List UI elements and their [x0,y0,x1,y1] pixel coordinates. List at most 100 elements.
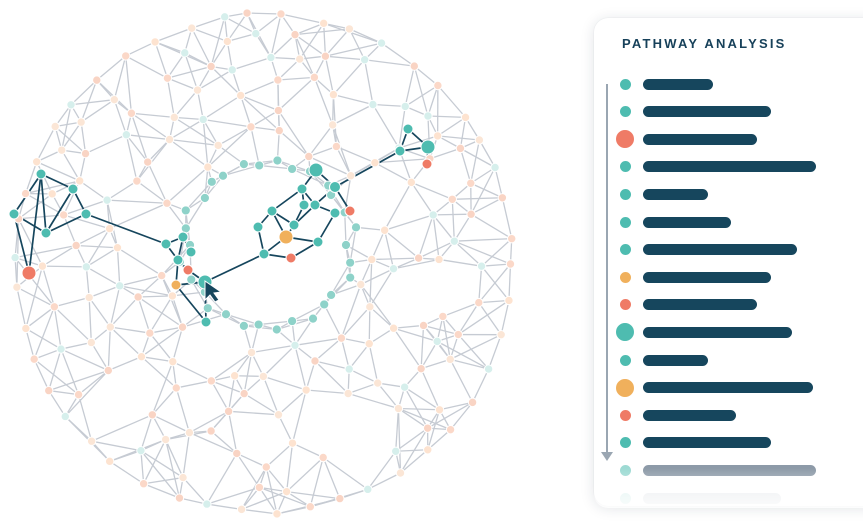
graph-node[interactable] [399,382,410,392]
pathway-node[interactable] [21,265,37,281]
graph-node[interactable] [199,192,210,204]
graph-node[interactable] [10,252,20,263]
pathway-node[interactable] [177,231,189,243]
step-bar[interactable] [643,133,757,145]
graph-node[interactable] [301,385,311,395]
pathway-node[interactable] [185,246,197,258]
graph-node[interactable] [156,270,167,281]
graph-node[interactable] [31,157,42,167]
graph-node[interactable] [309,72,320,83]
graph-node[interactable] [447,194,457,205]
step-bar[interactable] [643,354,708,366]
pathway-node[interactable] [182,264,194,276]
pathway-node[interactable] [420,139,436,155]
graph-node[interactable] [50,121,60,132]
graph-node[interactable] [238,159,249,170]
graph-node[interactable] [238,320,249,331]
graph-node[interactable] [373,378,383,388]
graph-node[interactable] [104,456,115,467]
step-bar[interactable] [643,188,708,200]
graph-node[interactable] [206,61,216,72]
graph-node[interactable] [184,427,195,438]
graph-node[interactable] [434,405,445,415]
graph-node[interactable] [310,356,320,366]
network-nodes[interactable] [8,8,517,519]
pathway-node[interactable] [402,123,414,135]
graph-node[interactable] [178,472,188,483]
graph-node[interactable] [160,434,171,445]
graph-node[interactable] [229,371,240,381]
graph-node[interactable] [136,445,146,456]
step-bar[interactable] [643,382,813,394]
step-bar[interactable] [643,271,771,283]
graph-node[interactable] [246,122,256,132]
graph-node[interactable] [227,65,237,75]
graph-node[interactable] [432,131,443,141]
step-bar[interactable] [643,409,736,421]
graph-node[interactable] [102,195,112,205]
graph-node[interactable] [138,479,149,489]
graph-node[interactable] [112,243,123,253]
graph-node[interactable] [336,333,347,343]
graph-node[interactable] [320,51,331,61]
pathway-node[interactable] [298,199,310,211]
graph-node[interactable] [460,112,471,123]
graph-node[interactable] [344,24,355,34]
graph-node[interactable] [305,502,315,512]
graph-node[interactable] [433,80,443,91]
pathway-node[interactable] [278,229,294,245]
graph-node[interactable] [56,344,66,354]
graph-node[interactable] [162,198,172,208]
graph-node[interactable] [254,160,265,171]
graph-node[interactable] [474,297,484,308]
graph-node[interactable] [60,411,70,422]
graph-node[interactable] [20,188,31,199]
graph-node[interactable] [273,105,284,116]
graph-node[interactable] [167,291,178,301]
graph-node[interactable] [66,100,76,110]
graph-node[interactable] [364,339,374,349]
graph-node[interactable] [287,163,298,175]
pathway-node[interactable] [344,205,356,217]
graph-node[interactable] [281,486,292,497]
graph-node[interactable] [406,177,417,188]
graph-node[interactable] [388,264,399,274]
step-bar[interactable] [643,78,713,90]
graph-node[interactable] [304,151,314,162]
graph-node[interactable] [505,259,516,269]
graph-node[interactable] [109,94,120,105]
graph-node[interactable] [126,108,137,118]
graph-node[interactable] [266,52,276,63]
graph-node[interactable] [57,145,67,155]
graph-node[interactable] [71,240,81,251]
pathway-node[interactable] [288,219,300,231]
graph-node[interactable] [236,504,247,515]
graph-node[interactable] [121,51,131,61]
graph-node[interactable] [187,23,197,33]
graph-node[interactable] [254,482,265,493]
graph-node[interactable] [169,112,179,123]
pathway-node[interactable] [160,238,172,250]
step-bar[interactable] [643,299,757,311]
pathway-node[interactable] [309,199,321,211]
graph-node[interactable] [409,61,420,71]
graph-node[interactable] [476,261,487,271]
graph-node[interactable] [276,9,286,19]
graph-node[interactable] [497,193,508,203]
graph-node[interactable] [171,383,181,393]
graph-node[interactable] [186,274,197,285]
graph-node[interactable] [423,445,433,455]
pathway-node[interactable] [80,208,92,220]
graph-node[interactable] [413,253,424,263]
graph-node[interactable] [359,55,370,65]
graph-node[interactable] [428,210,438,220]
graph-node[interactable] [455,143,466,154]
graph-node[interactable] [350,222,362,233]
graph-node[interactable] [273,410,284,420]
graph-node[interactable] [393,403,404,414]
graph-node[interactable] [206,376,217,386]
pathway-node[interactable] [35,168,47,180]
graph-node[interactable] [49,302,60,312]
graph-node[interactable] [164,134,175,145]
graph-node[interactable] [37,261,48,271]
